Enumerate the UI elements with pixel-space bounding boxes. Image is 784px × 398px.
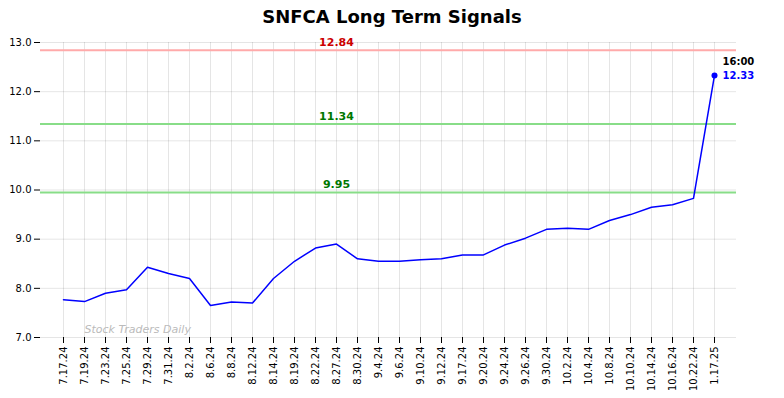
svg-text:9.12.24: 9.12.24	[436, 347, 447, 385]
svg-text:9.20.24: 9.20.24	[478, 347, 489, 385]
svg-text:7.19.24: 7.19.24	[79, 347, 90, 385]
svg-text:8.12.24: 8.12.24	[247, 347, 258, 385]
svg-text:9.0: 9.0	[16, 233, 32, 244]
svg-text:9.6.24: 9.6.24	[394, 347, 405, 379]
svg-text:10.22.24: 10.22.24	[688, 347, 699, 392]
svg-text:9.17.24: 9.17.24	[457, 347, 468, 385]
svg-text:8.2.24: 8.2.24	[184, 347, 195, 379]
svg-text:10.2.24: 10.2.24	[562, 347, 573, 385]
svg-text:1.17.25: 1.17.25	[709, 347, 720, 385]
svg-text:10.10.24: 10.10.24	[625, 347, 636, 392]
svg-text:9.95: 9.95	[323, 178, 350, 191]
svg-text:7.17.24: 7.17.24	[58, 347, 69, 385]
svg-text:9.26.24: 9.26.24	[520, 347, 531, 385]
svg-text:8.27.24: 8.27.24	[331, 347, 342, 385]
svg-text:12.33: 12.33	[723, 70, 755, 81]
svg-text:10.8.24: 10.8.24	[604, 347, 615, 385]
svg-text:7.0: 7.0	[16, 332, 32, 343]
svg-text:7.25.24: 7.25.24	[121, 347, 132, 385]
svg-text:8.8.24: 8.8.24	[226, 347, 237, 379]
svg-text:8.6.24: 8.6.24	[205, 347, 216, 379]
svg-text:Stock Traders Daily: Stock Traders Daily	[85, 323, 192, 336]
svg-text:9.24.24: 9.24.24	[499, 347, 510, 385]
svg-text:12.84: 12.84	[319, 36, 354, 49]
svg-text:9.10.24: 9.10.24	[415, 347, 426, 385]
svg-text:8.22.24: 8.22.24	[310, 347, 321, 385]
svg-text:7.23.24: 7.23.24	[100, 347, 111, 385]
svg-text:8.30.24: 8.30.24	[352, 347, 363, 385]
svg-text:10.4.24: 10.4.24	[583, 347, 594, 385]
svg-text:7.31.24: 7.31.24	[163, 347, 174, 385]
svg-text:10.16.24: 10.16.24	[667, 347, 678, 392]
svg-text:7.29.24: 7.29.24	[142, 347, 153, 385]
svg-text:8.19.24: 8.19.24	[289, 347, 300, 385]
svg-text:11.34: 11.34	[319, 110, 354, 123]
svg-text:12.0: 12.0	[9, 86, 31, 97]
svg-text:16:00: 16:00	[723, 56, 755, 67]
svg-text:10.0: 10.0	[9, 184, 31, 195]
svg-text:13.0: 13.0	[9, 37, 31, 48]
svg-text:9.30.24: 9.30.24	[541, 347, 552, 385]
svg-text:8.0: 8.0	[16, 283, 32, 294]
html-text:SNFCA Long Term Signals: SNFCA Long Term Signals	[262, 6, 522, 27]
svg-text:9.4.24: 9.4.24	[373, 347, 384, 379]
svg-text:8.14.24: 8.14.24	[268, 347, 279, 385]
svg-text:10.14.24: 10.14.24	[646, 347, 657, 392]
svg-text:11.0: 11.0	[9, 135, 31, 146]
